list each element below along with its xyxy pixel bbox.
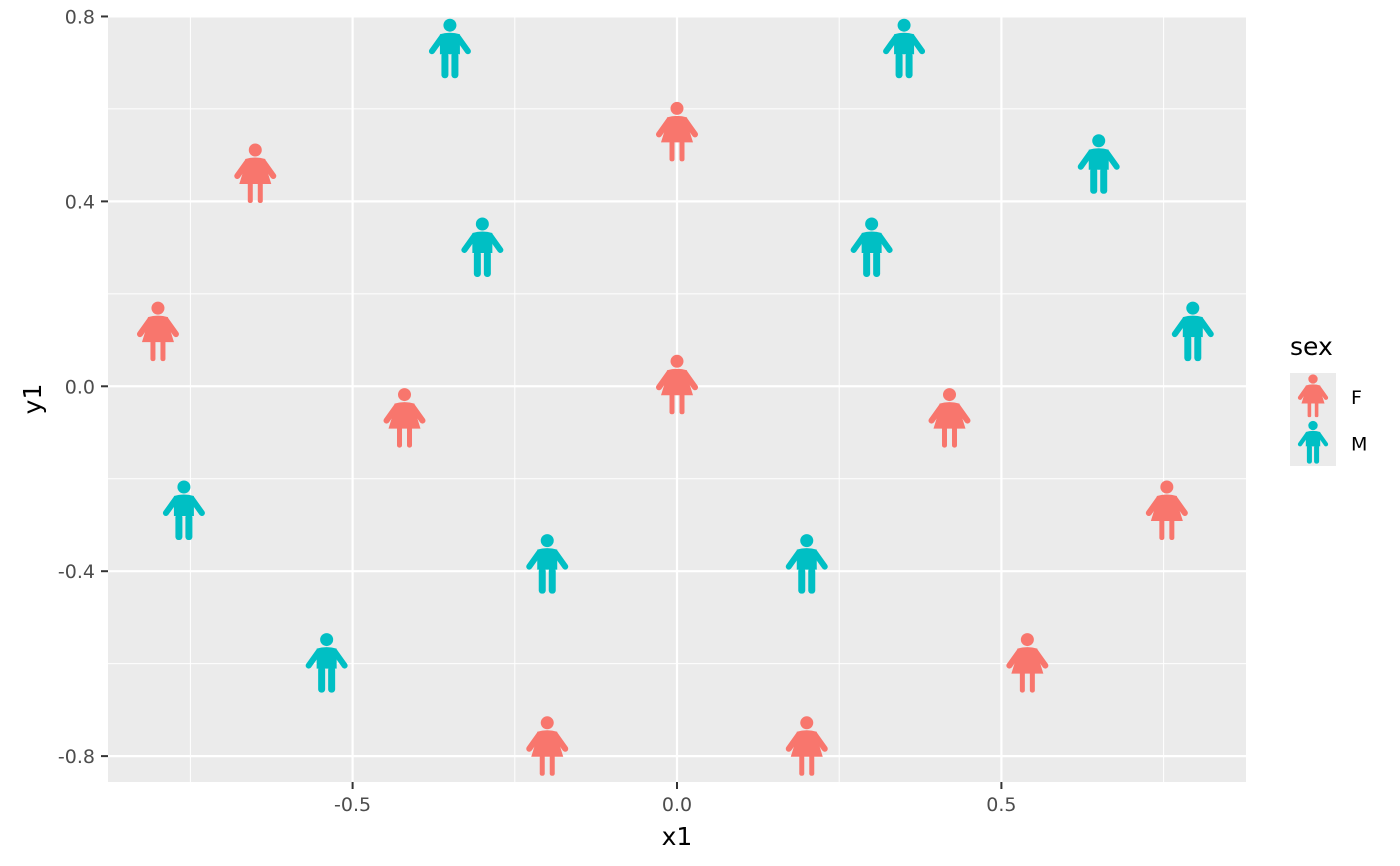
x-axis: -0.5 0.0 0.5 — [334, 782, 1017, 816]
female-point-icon — [234, 143, 277, 204]
male-point-icon — [1171, 301, 1214, 362]
male-point-icon — [461, 217, 504, 277]
y-tick-label: 0.0 — [65, 376, 95, 398]
male-point-icon — [305, 633, 348, 693]
male-icon — [1297, 420, 1329, 464]
x-axis-title: x1 — [662, 822, 693, 851]
male-point-icon — [162, 480, 205, 541]
female-point-icon — [928, 388, 971, 448]
y-tick-label: 0.4 — [65, 191, 95, 213]
y-tick-label: 0.8 — [65, 6, 95, 28]
y-axis: -0.8 -0.4 0.0 0.4 0.8 — [58, 6, 108, 768]
x-tick-label: -0.5 — [334, 794, 371, 816]
legend-label: M — [1351, 434, 1367, 456]
female-point-icon — [1145, 480, 1188, 541]
male-point-icon — [883, 18, 926, 79]
y-axis-title: y1 — [18, 384, 47, 415]
male-point-icon — [850, 217, 893, 277]
female-point-icon — [1006, 633, 1049, 693]
legend: sex FM — [1290, 332, 1367, 466]
male-point-icon — [428, 18, 471, 79]
female-point-icon — [785, 716, 828, 776]
legend-keys: FM — [1290, 373, 1367, 466]
female-point-icon — [383, 388, 426, 448]
female-point-icon — [656, 354, 698, 415]
male-point-icon — [526, 534, 569, 594]
y-tick-label: -0.8 — [58, 746, 95, 768]
male-point-icon — [785, 534, 828, 594]
x-tick-label: 0.5 — [986, 794, 1016, 816]
legend-label: F — [1351, 387, 1362, 409]
male-point-icon — [1077, 134, 1120, 194]
female-icon — [1297, 374, 1329, 418]
female-point-icon — [526, 716, 569, 776]
data-points — [136, 18, 1214, 776]
female-point-icon — [656, 101, 698, 162]
legend-title: sex — [1290, 332, 1333, 361]
female-point-icon — [136, 301, 179, 362]
x-tick-label: 0.0 — [662, 794, 692, 816]
y-tick-label: -0.4 — [58, 561, 95, 583]
